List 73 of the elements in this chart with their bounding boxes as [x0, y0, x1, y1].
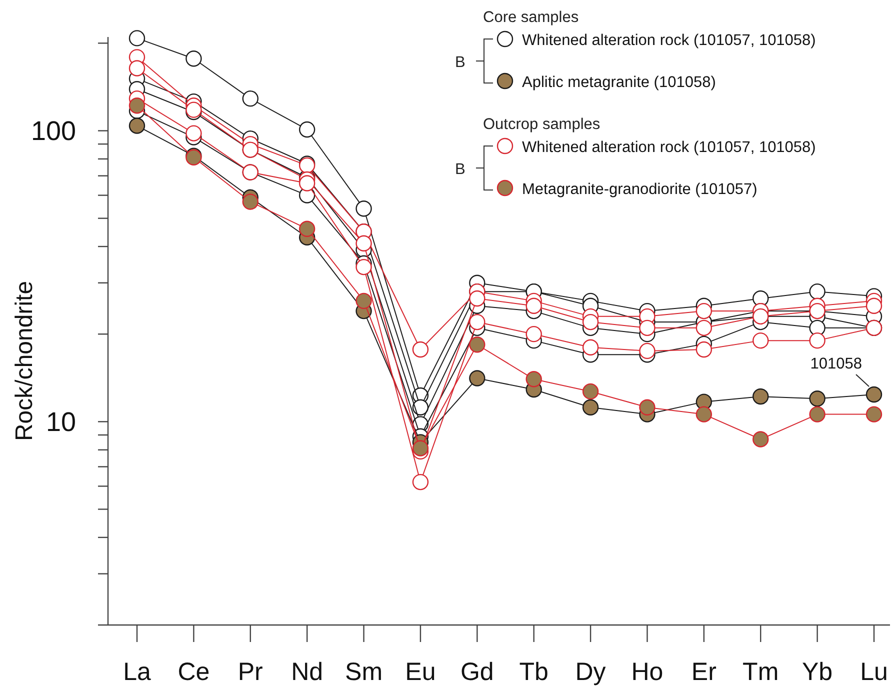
- x-tick-label: Er: [691, 658, 716, 686]
- x-tick-label: Tb: [519, 658, 548, 686]
- point: [696, 302, 712, 320]
- point: [356, 200, 372, 217]
- x-tick-label: Ce: [178, 658, 210, 686]
- annotation: B: [455, 161, 466, 178]
- point: [752, 388, 769, 405]
- point: [469, 370, 486, 386]
- point: [526, 326, 542, 342]
- point: [412, 399, 429, 416]
- point: [866, 298, 882, 314]
- y-axis-title: Rock/chondrite: [11, 280, 38, 442]
- x-tick-label: Sm: [345, 658, 383, 686]
- point: [809, 406, 826, 422]
- x-tick-label: Tm: [742, 658, 779, 686]
- annotation: Outcrop samples: [483, 116, 600, 133]
- point: [298, 175, 316, 192]
- point: [412, 474, 429, 490]
- point: [809, 390, 826, 407]
- annotation: B: [455, 54, 466, 71]
- point: [412, 341, 429, 358]
- x-tick-label: Lu: [860, 658, 888, 686]
- point: [866, 386, 882, 403]
- point: [128, 98, 146, 114]
- point: [469, 336, 486, 353]
- point: [298, 121, 316, 138]
- legend-label: Metagranite-granodiorite (101057): [522, 181, 758, 198]
- point: [639, 399, 656, 416]
- point: [866, 406, 882, 422]
- point: [639, 342, 656, 360]
- x-tick-label: Nd: [291, 658, 324, 686]
- point: [582, 383, 599, 400]
- x-tick-label: Eu: [405, 658, 436, 686]
- y-tick-label: 10: [46, 407, 76, 438]
- point: [298, 220, 316, 237]
- point: [356, 235, 372, 252]
- point: [469, 314, 486, 330]
- x-tick-label: Yb: [802, 658, 833, 686]
- point: [526, 371, 542, 388]
- point: [582, 339, 599, 356]
- x-tick-label: La: [123, 658, 151, 686]
- legend-label: Whitened alteration rock (101057, 101058): [522, 32, 816, 49]
- point: [696, 406, 712, 422]
- point: [582, 314, 599, 330]
- legend-label: Whitened alteration rock (101057, 101058): [522, 139, 816, 156]
- point: [639, 320, 656, 336]
- point: [582, 399, 599, 416]
- point: [128, 30, 146, 46]
- annotation: 101058: [810, 355, 862, 372]
- text: Core samples: [483, 9, 579, 26]
- point: [752, 431, 769, 448]
- point: [526, 298, 542, 314]
- point: [128, 118, 146, 134]
- x-tick-label: Ho: [631, 658, 664, 686]
- x-tick-label: Gd: [460, 658, 494, 686]
- point: [186, 50, 202, 67]
- point: [356, 292, 372, 310]
- y-tick-label: 100: [30, 116, 76, 146]
- point: [809, 332, 826, 349]
- x-tick-label: Dy: [575, 658, 606, 686]
- legend-label: Aplitic metagranite (101058): [522, 74, 716, 91]
- point: [412, 440, 429, 456]
- point: [242, 194, 258, 210]
- x-tick-label: Pr: [238, 658, 263, 686]
- point: [469, 290, 486, 307]
- point: [696, 320, 712, 336]
- point: [186, 125, 202, 142]
- point: [128, 60, 146, 76]
- point: [752, 332, 769, 349]
- point: [696, 341, 712, 358]
- point: [809, 283, 826, 300]
- point: [242, 90, 258, 107]
- point: [356, 258, 372, 276]
